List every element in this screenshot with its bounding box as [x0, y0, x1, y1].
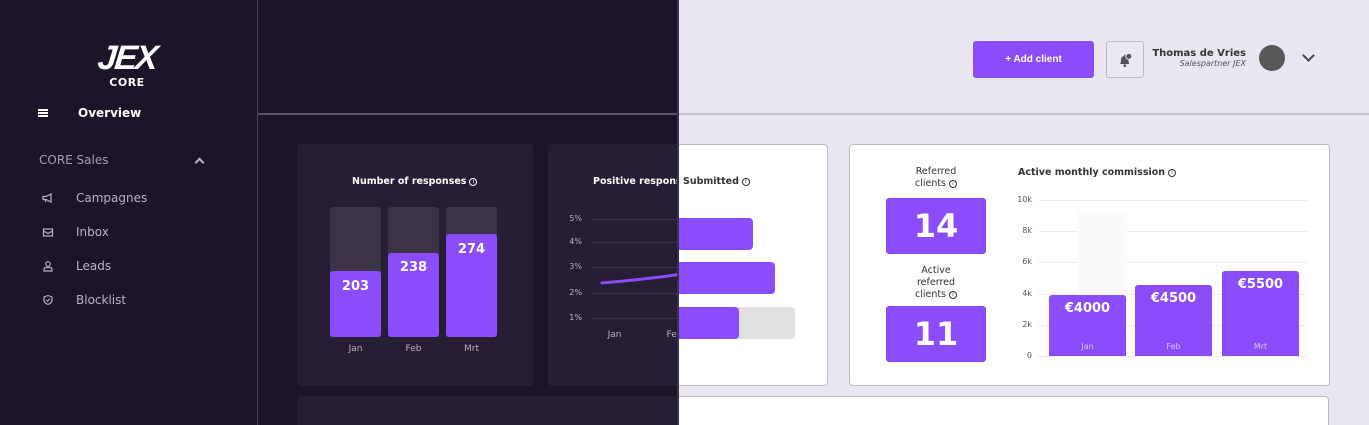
responses-card: Number of responses i 203 238 274 Jan Feb…: [297, 144, 533, 386]
commission-bar-jan: €4000 Jan: [1049, 295, 1126, 356]
sidebar-item-inbox[interactable]: Inbox: [42, 225, 109, 239]
sidebar-item-blocklist[interactable]: Blocklist: [42, 293, 126, 307]
add-client-button[interactable]: + Add client: [973, 41, 1094, 78]
shield-icon: [42, 294, 54, 306]
chevron-up-icon[interactable]: [194, 157, 205, 167]
referred-clients-label: Referred clients i: [914, 166, 958, 189]
info-icon[interactable]: i: [949, 290, 958, 299]
commission-title: Active monthly commission i: [1018, 167, 1177, 178]
responses-bar-mrt: 274: [446, 207, 497, 337]
logo[interactable]: JEX CORE: [95, 39, 159, 89]
commission-bar-mrt: €5500 Mrt: [1222, 271, 1299, 356]
referred-clients-value: 14: [886, 198, 986, 254]
sidebar-item-overview[interactable]: Overview: [38, 106, 141, 120]
user-info[interactable]: Thomas de Vries Salespartner JEX: [1150, 48, 1246, 68]
commission-bar-feb: €4500 Feb: [1135, 285, 1212, 356]
active-referred-clients-value: 11: [886, 306, 986, 362]
commission-card: Referred clients i 14 Active referred cli…: [849, 144, 1330, 386]
notification-bell-icon: [1120, 52, 1133, 67]
menu-icon[interactable]: [38, 109, 48, 117]
responses-bar-jan: 203: [330, 207, 381, 337]
responses-bar-feb: 238: [388, 207, 439, 337]
notifications-button[interactable]: [1106, 41, 1144, 78]
sidebar-item-campagnes[interactable]: Campagnes: [42, 191, 147, 205]
info-icon[interactable]: i: [741, 177, 750, 186]
user-icon: [42, 260, 54, 272]
chevron-down-icon[interactable]: [1302, 49, 1315, 62]
header-divider: [258, 113, 678, 115]
submitted-title: Submitted i: [683, 176, 750, 187]
mode-split-divider: [677, 0, 679, 425]
positive-response-line: [600, 273, 678, 285]
user-role: Salespartner JEX: [1179, 59, 1246, 68]
active-referred-clients-label: Active referred clients i: [914, 265, 958, 300]
bottom-card: [297, 396, 678, 425]
sidebar-item-leads[interactable]: Leads: [42, 259, 111, 273]
info-icon[interactable]: i: [469, 177, 478, 186]
avatar[interactable]: [1259, 45, 1285, 71]
header-divider: [258, 113, 1369, 115]
info-icon[interactable]: i: [1168, 168, 1177, 177]
megaphone-icon: [42, 192, 54, 204]
mail-icon: [42, 226, 54, 238]
positive-response-title: Positive response: [593, 176, 689, 187]
info-icon[interactable]: i: [949, 179, 958, 188]
sidebar: JEX CORE Overview CORE Sales Campagnes I…: [0, 0, 258, 425]
user-name: Thomas de Vries: [1152, 48, 1246, 59]
sidebar-section-core-sales[interactable]: CORE Sales: [39, 153, 207, 167]
positive-response-card: Positive response 5% 4% 3% 2% 1% Jan Feb: [548, 144, 689, 386]
responses-title: Number of responses i: [352, 176, 478, 187]
